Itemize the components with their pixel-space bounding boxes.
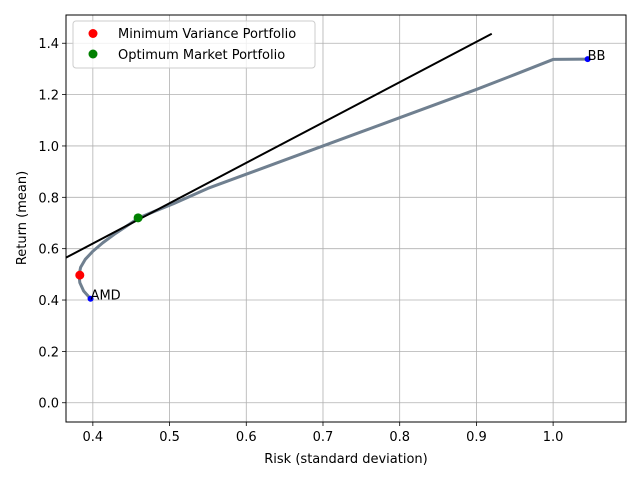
efficient-frontier-line (77, 57, 590, 301)
x-tick-label: 0.4 (83, 430, 104, 445)
optimum-market-point (133, 213, 143, 223)
legend-marker-optimum-market (88, 49, 98, 59)
y-tick-label: 0.6 (38, 243, 59, 258)
legend-label-optimum-market: Optimum Market Portfolio (118, 48, 285, 63)
series-layer: AMD BB (65, 32, 606, 304)
x-tick-label: 1.0 (543, 430, 564, 445)
legend-marker-min-variance (88, 29, 98, 38)
legend-box (72, 20, 316, 69)
asset-label: AMD (91, 289, 121, 304)
legend: Minimum Variance Portfolio Optimum Marke… (72, 20, 316, 69)
grid (66, 15, 626, 422)
x-tick-label: 0.5 (159, 430, 180, 445)
min-variance-point (75, 270, 85, 280)
legend-label-min-variance: Minimum Variance Portfolio (118, 27, 296, 42)
y-tick-label: 0.0 (38, 397, 59, 412)
y-tick-label: 0.8 (38, 191, 59, 206)
asset-point (87, 295, 94, 302)
y-axis-title: Return (mean) (15, 171, 30, 265)
x-tick-label: 0.7 (313, 430, 334, 445)
y-tick-label: 0.2 (38, 345, 59, 360)
ticks: 0.4 0.5 0.6 0.7 0.8 0.9 1.0 0.0 0.2 0.4 0.6 0.8 1.0 1… (38, 37, 563, 445)
x-tick-label: 0.6 (236, 430, 257, 445)
asset-point (584, 56, 591, 63)
y-tick-label: 1.2 (38, 89, 59, 104)
y-tick-label: 1.4 (38, 37, 59, 52)
y-tick-label: 0.4 (38, 294, 59, 309)
y-tick-label: 1.0 (38, 140, 59, 155)
plot-frame (65, 14, 627, 423)
x-tick-label: 0.8 (389, 430, 410, 445)
x-axis-title: Risk (standard deviation) (264, 452, 427, 467)
x-tick-label: 0.9 (466, 430, 487, 445)
asset-label: BB (588, 49, 606, 64)
